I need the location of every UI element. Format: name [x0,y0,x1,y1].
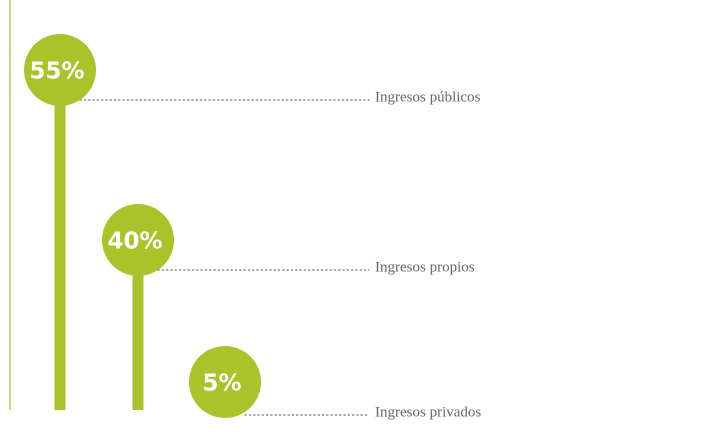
value-label: 5% [202,371,241,397]
lollipop-head [24,34,96,106]
lollipop-head [102,204,174,276]
category-label: Ingresos públicos [375,89,481,105]
lollipop-head [189,346,261,418]
value-label: 40% [107,229,162,255]
value-label: 55% [29,59,84,85]
category-label: Ingresos propios [375,259,475,275]
category-label: Ingresos privados [375,404,481,420]
